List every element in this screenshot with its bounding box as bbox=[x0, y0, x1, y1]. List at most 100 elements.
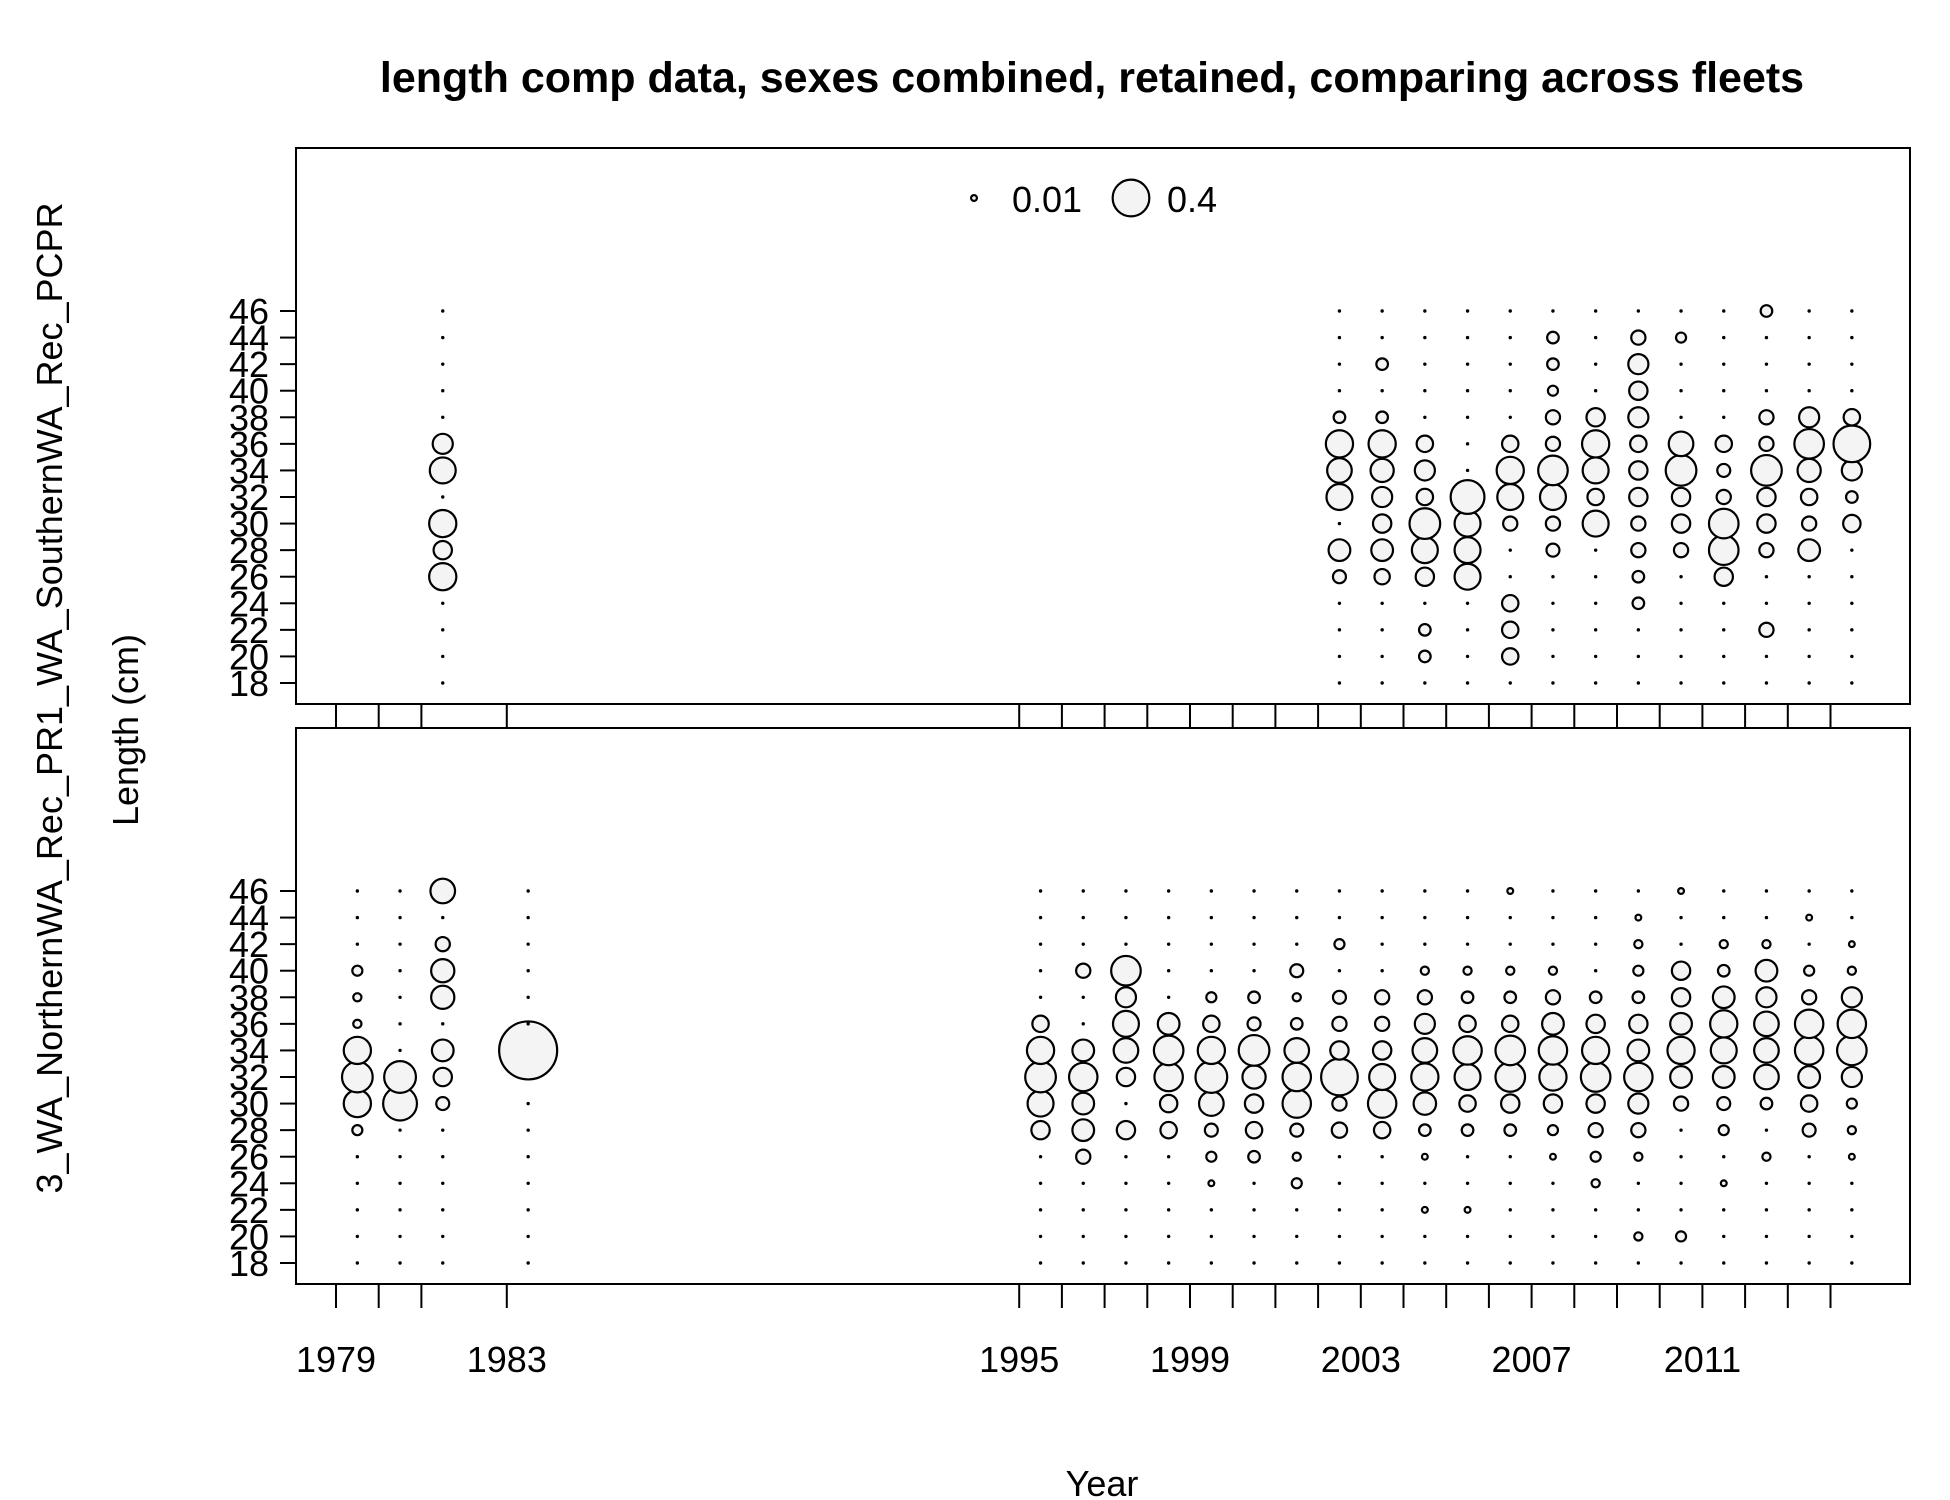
bubble bbox=[1411, 1037, 1439, 1064]
bubble bbox=[1544, 989, 1562, 1006]
bubble bbox=[1071, 1118, 1096, 1143]
zero-point bbox=[1551, 681, 1555, 685]
zero-point bbox=[1636, 681, 1641, 685]
bubble bbox=[1633, 1151, 1644, 1162]
bubble bbox=[1453, 536, 1482, 565]
bubble bbox=[1159, 1120, 1178, 1140]
bubble bbox=[1540, 1011, 1565, 1036]
zero-point bbox=[441, 1261, 445, 1265]
zero-point bbox=[1465, 362, 1470, 366]
bubble bbox=[1324, 429, 1355, 459]
bubble bbox=[1758, 435, 1775, 453]
zero-point bbox=[1124, 1181, 1128, 1185]
bottom-y-tick-label: 36 bbox=[229, 1004, 269, 1045]
zero-point bbox=[441, 1181, 445, 1185]
bubble bbox=[1031, 1014, 1050, 1034]
bubble bbox=[1289, 963, 1305, 979]
x-tick-label: 1995 bbox=[979, 1339, 1059, 1380]
zero-point bbox=[1722, 335, 1726, 340]
zero-point bbox=[1593, 309, 1598, 313]
bubble bbox=[1716, 462, 1732, 479]
zero-point bbox=[1850, 548, 1854, 552]
bubble bbox=[1832, 424, 1872, 464]
bubble bbox=[1026, 1089, 1055, 1118]
bubble bbox=[1585, 1013, 1606, 1035]
bubble bbox=[1707, 534, 1740, 567]
bubble bbox=[1840, 459, 1863, 482]
bubble bbox=[1844, 490, 1859, 504]
bubble bbox=[1797, 538, 1822, 563]
bubble bbox=[1158, 1093, 1179, 1114]
zero-point bbox=[1252, 1181, 1256, 1185]
bubble bbox=[1628, 486, 1649, 508]
zero-point bbox=[1722, 889, 1726, 893]
bubble bbox=[1805, 913, 1814, 922]
bubble bbox=[1494, 1034, 1527, 1067]
top-y-tick-label: 34 bbox=[229, 450, 269, 491]
zero-point bbox=[1166, 1208, 1171, 1212]
bubble bbox=[1793, 1008, 1825, 1040]
bubble bbox=[1371, 485, 1394, 509]
zero-point bbox=[1252, 915, 1256, 920]
zero-point bbox=[1038, 1234, 1043, 1239]
bubble bbox=[1205, 991, 1218, 1004]
zero-point bbox=[441, 415, 445, 419]
bubble bbox=[1590, 1178, 1601, 1189]
zero-point bbox=[1337, 628, 1342, 632]
zero-point bbox=[1465, 389, 1470, 393]
zero-point bbox=[441, 654, 445, 659]
bubble bbox=[1753, 1037, 1780, 1064]
zero-point bbox=[1508, 1261, 1512, 1265]
zero-point bbox=[1764, 915, 1769, 920]
zero-point bbox=[1593, 601, 1598, 605]
zero-point bbox=[1124, 1208, 1128, 1212]
zero-point bbox=[1038, 942, 1043, 946]
zero-point bbox=[1423, 415, 1427, 419]
zero-point bbox=[1551, 628, 1555, 632]
x-tick-label: 1999 bbox=[1150, 1339, 1230, 1380]
top-y-tick-label: 28 bbox=[229, 530, 269, 571]
zero-point bbox=[1465, 468, 1470, 473]
zero-point bbox=[398, 889, 402, 893]
zero-point bbox=[1337, 601, 1342, 605]
zero-point bbox=[1807, 309, 1811, 313]
zero-point bbox=[1508, 1208, 1512, 1212]
bubble bbox=[1672, 541, 1690, 559]
bubble bbox=[1371, 1040, 1393, 1061]
bubble bbox=[1494, 1061, 1527, 1093]
bubble bbox=[352, 1018, 363, 1030]
bubble bbox=[432, 1066, 454, 1088]
zero-point bbox=[1209, 1208, 1214, 1212]
zero-point bbox=[1423, 309, 1427, 313]
bubble bbox=[1331, 1015, 1348, 1033]
zero-point bbox=[1551, 1181, 1555, 1185]
bubble bbox=[1463, 1205, 1472, 1214]
zero-point bbox=[526, 1128, 530, 1132]
zero-point bbox=[526, 1181, 530, 1185]
zero-point bbox=[398, 1022, 402, 1026]
zero-point bbox=[1508, 1181, 1512, 1185]
bubble bbox=[1634, 913, 1643, 922]
bubble bbox=[1291, 992, 1302, 1003]
zero-point bbox=[398, 1208, 402, 1212]
zero-point bbox=[1764, 1208, 1769, 1212]
bubble bbox=[1320, 1057, 1359, 1097]
bubble bbox=[1281, 1088, 1313, 1119]
bubble bbox=[351, 1124, 364, 1137]
zero-point bbox=[1850, 1234, 1854, 1239]
zero-point bbox=[1209, 1234, 1214, 1239]
bottom-y-tick-label: 44 bbox=[229, 898, 269, 939]
zero-point bbox=[1166, 942, 1171, 946]
bubble bbox=[1462, 965, 1473, 976]
bubble bbox=[1711, 985, 1736, 1010]
zero-point bbox=[1764, 362, 1769, 366]
bubble bbox=[351, 964, 364, 977]
zero-point bbox=[1551, 889, 1555, 893]
bubble bbox=[1715, 488, 1732, 506]
bubble bbox=[1544, 515, 1562, 532]
zero-point bbox=[1337, 1181, 1342, 1185]
bubble bbox=[428, 562, 458, 592]
bubble bbox=[1112, 1037, 1140, 1064]
zero-point bbox=[1636, 654, 1641, 659]
